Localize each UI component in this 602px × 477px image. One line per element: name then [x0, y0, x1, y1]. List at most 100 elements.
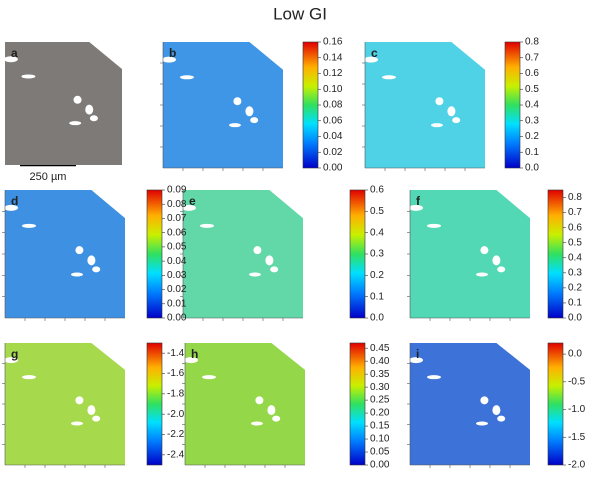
void	[92, 415, 101, 422]
colorbar-tick-label: 0.08	[323, 100, 343, 111]
colorbar-tick-label: 0.09	[167, 185, 187, 196]
colorbar-tick-label: -2.2	[167, 429, 185, 440]
colorbar-tick-label: 0.03	[167, 270, 187, 281]
colorbar-tick-label: 0.02	[167, 284, 187, 295]
colorbar	[349, 342, 366, 466]
void	[22, 375, 36, 380]
figure-title: Low GI	[273, 4, 327, 23]
map-image	[5, 190, 125, 318]
void	[71, 272, 83, 277]
colorbar-tick-label: 0.05	[167, 242, 187, 253]
void	[229, 123, 241, 128]
void	[69, 121, 82, 126]
sample-edge	[91, 190, 125, 219]
colorbar-tick-label: 0.8	[568, 192, 582, 203]
void	[364, 56, 378, 63]
colorbar-tick-label: 0.01	[167, 298, 187, 309]
colorbar-tick-label: 0.10	[323, 84, 343, 95]
void	[435, 97, 444, 106]
panel-label: f	[416, 194, 421, 208]
void	[249, 272, 261, 277]
void	[427, 375, 441, 380]
colorbar-tick-label: 0.30	[370, 382, 390, 393]
colorbar-tick-label: 0.4	[525, 100, 539, 111]
void	[250, 117, 259, 124]
colorbar-tick-label: 0.45	[370, 343, 390, 354]
void	[452, 117, 461, 124]
void	[162, 56, 176, 63]
void	[200, 223, 214, 228]
sample-edge	[271, 343, 305, 370]
colorbar-tick-label: 0.15	[370, 421, 390, 432]
panel-label: h	[191, 347, 198, 361]
colorbar-tick-label: 0.20	[370, 408, 390, 419]
colorbar-tick-label: 0.0	[370, 313, 384, 324]
colorbar-tick-label: 0.0	[568, 313, 582, 324]
void	[409, 204, 423, 211]
void	[21, 74, 36, 79]
void	[75, 396, 84, 405]
colorbar	[349, 189, 366, 319]
sample-edge	[249, 42, 283, 70]
colorbar-tick-label: -0.5	[568, 376, 586, 387]
scale-bar-label: 250 µm	[30, 171, 67, 183]
colorbar-tick-label: 0.00	[323, 163, 343, 174]
void	[3, 56, 18, 63]
void	[233, 97, 242, 106]
sample-edge	[91, 343, 125, 370]
colorbar-tick-label: 0.10	[370, 434, 390, 445]
void	[87, 255, 96, 266]
sample-edge	[496, 343, 530, 370]
panel-label: g	[11, 347, 18, 361]
void	[447, 106, 456, 117]
void	[4, 204, 18, 211]
panel-label: i	[416, 347, 419, 361]
void	[245, 106, 254, 117]
map-image	[5, 42, 122, 165]
void	[202, 375, 216, 380]
map-image	[410, 343, 530, 465]
void	[180, 75, 194, 80]
sample-edge	[496, 190, 530, 219]
panel-label: a	[11, 46, 18, 60]
colorbar-tick-label: 0.6	[525, 68, 539, 79]
colorbar-tick-label: 0.8	[525, 37, 539, 48]
colorbar-tick-label: 0.12	[323, 68, 343, 79]
colorbar	[302, 41, 319, 169]
void	[480, 396, 489, 405]
colorbar-tick-label: 0.6	[568, 222, 582, 233]
colorbar-tick-label: -1.8	[167, 388, 185, 399]
colorbar-tick-label: 0.06	[323, 115, 343, 126]
colorbar-tick-label: 0.00	[167, 313, 187, 324]
colorbar-tick-label: 0.1	[370, 291, 384, 302]
void	[409, 357, 423, 364]
panel-label: b	[169, 46, 176, 60]
colorbar-tick-label: 0.5	[525, 84, 539, 95]
colorbar	[146, 342, 163, 466]
colorbar-tick-label: -1.5	[568, 432, 586, 443]
colorbar-tick-label: 0.5	[568, 237, 582, 248]
colorbar-tick-label: 0.35	[370, 369, 390, 380]
void	[480, 246, 489, 255]
void	[92, 266, 101, 273]
void	[476, 272, 488, 277]
colorbar	[547, 189, 564, 319]
colorbar-tick-label: 0.5	[370, 206, 384, 217]
void	[251, 421, 263, 426]
void	[382, 75, 396, 80]
colorbar-tick-label: 0.2	[370, 270, 384, 281]
map-image	[410, 190, 530, 318]
colorbar-tick-label: 0.3	[525, 115, 539, 126]
colorbar-tick-label: 0.08	[167, 199, 187, 210]
void	[22, 223, 36, 228]
void	[182, 204, 196, 211]
colorbar-tick-label: 0.6	[370, 185, 384, 196]
colorbar-tick-label: 0.40	[370, 356, 390, 367]
void	[492, 405, 501, 416]
colorbar-tick-label: 0.0	[525, 163, 539, 174]
void	[73, 95, 82, 104]
void	[71, 421, 83, 426]
colorbar-tick-label: 0.3	[568, 267, 582, 278]
void	[272, 415, 281, 422]
void	[253, 246, 262, 255]
